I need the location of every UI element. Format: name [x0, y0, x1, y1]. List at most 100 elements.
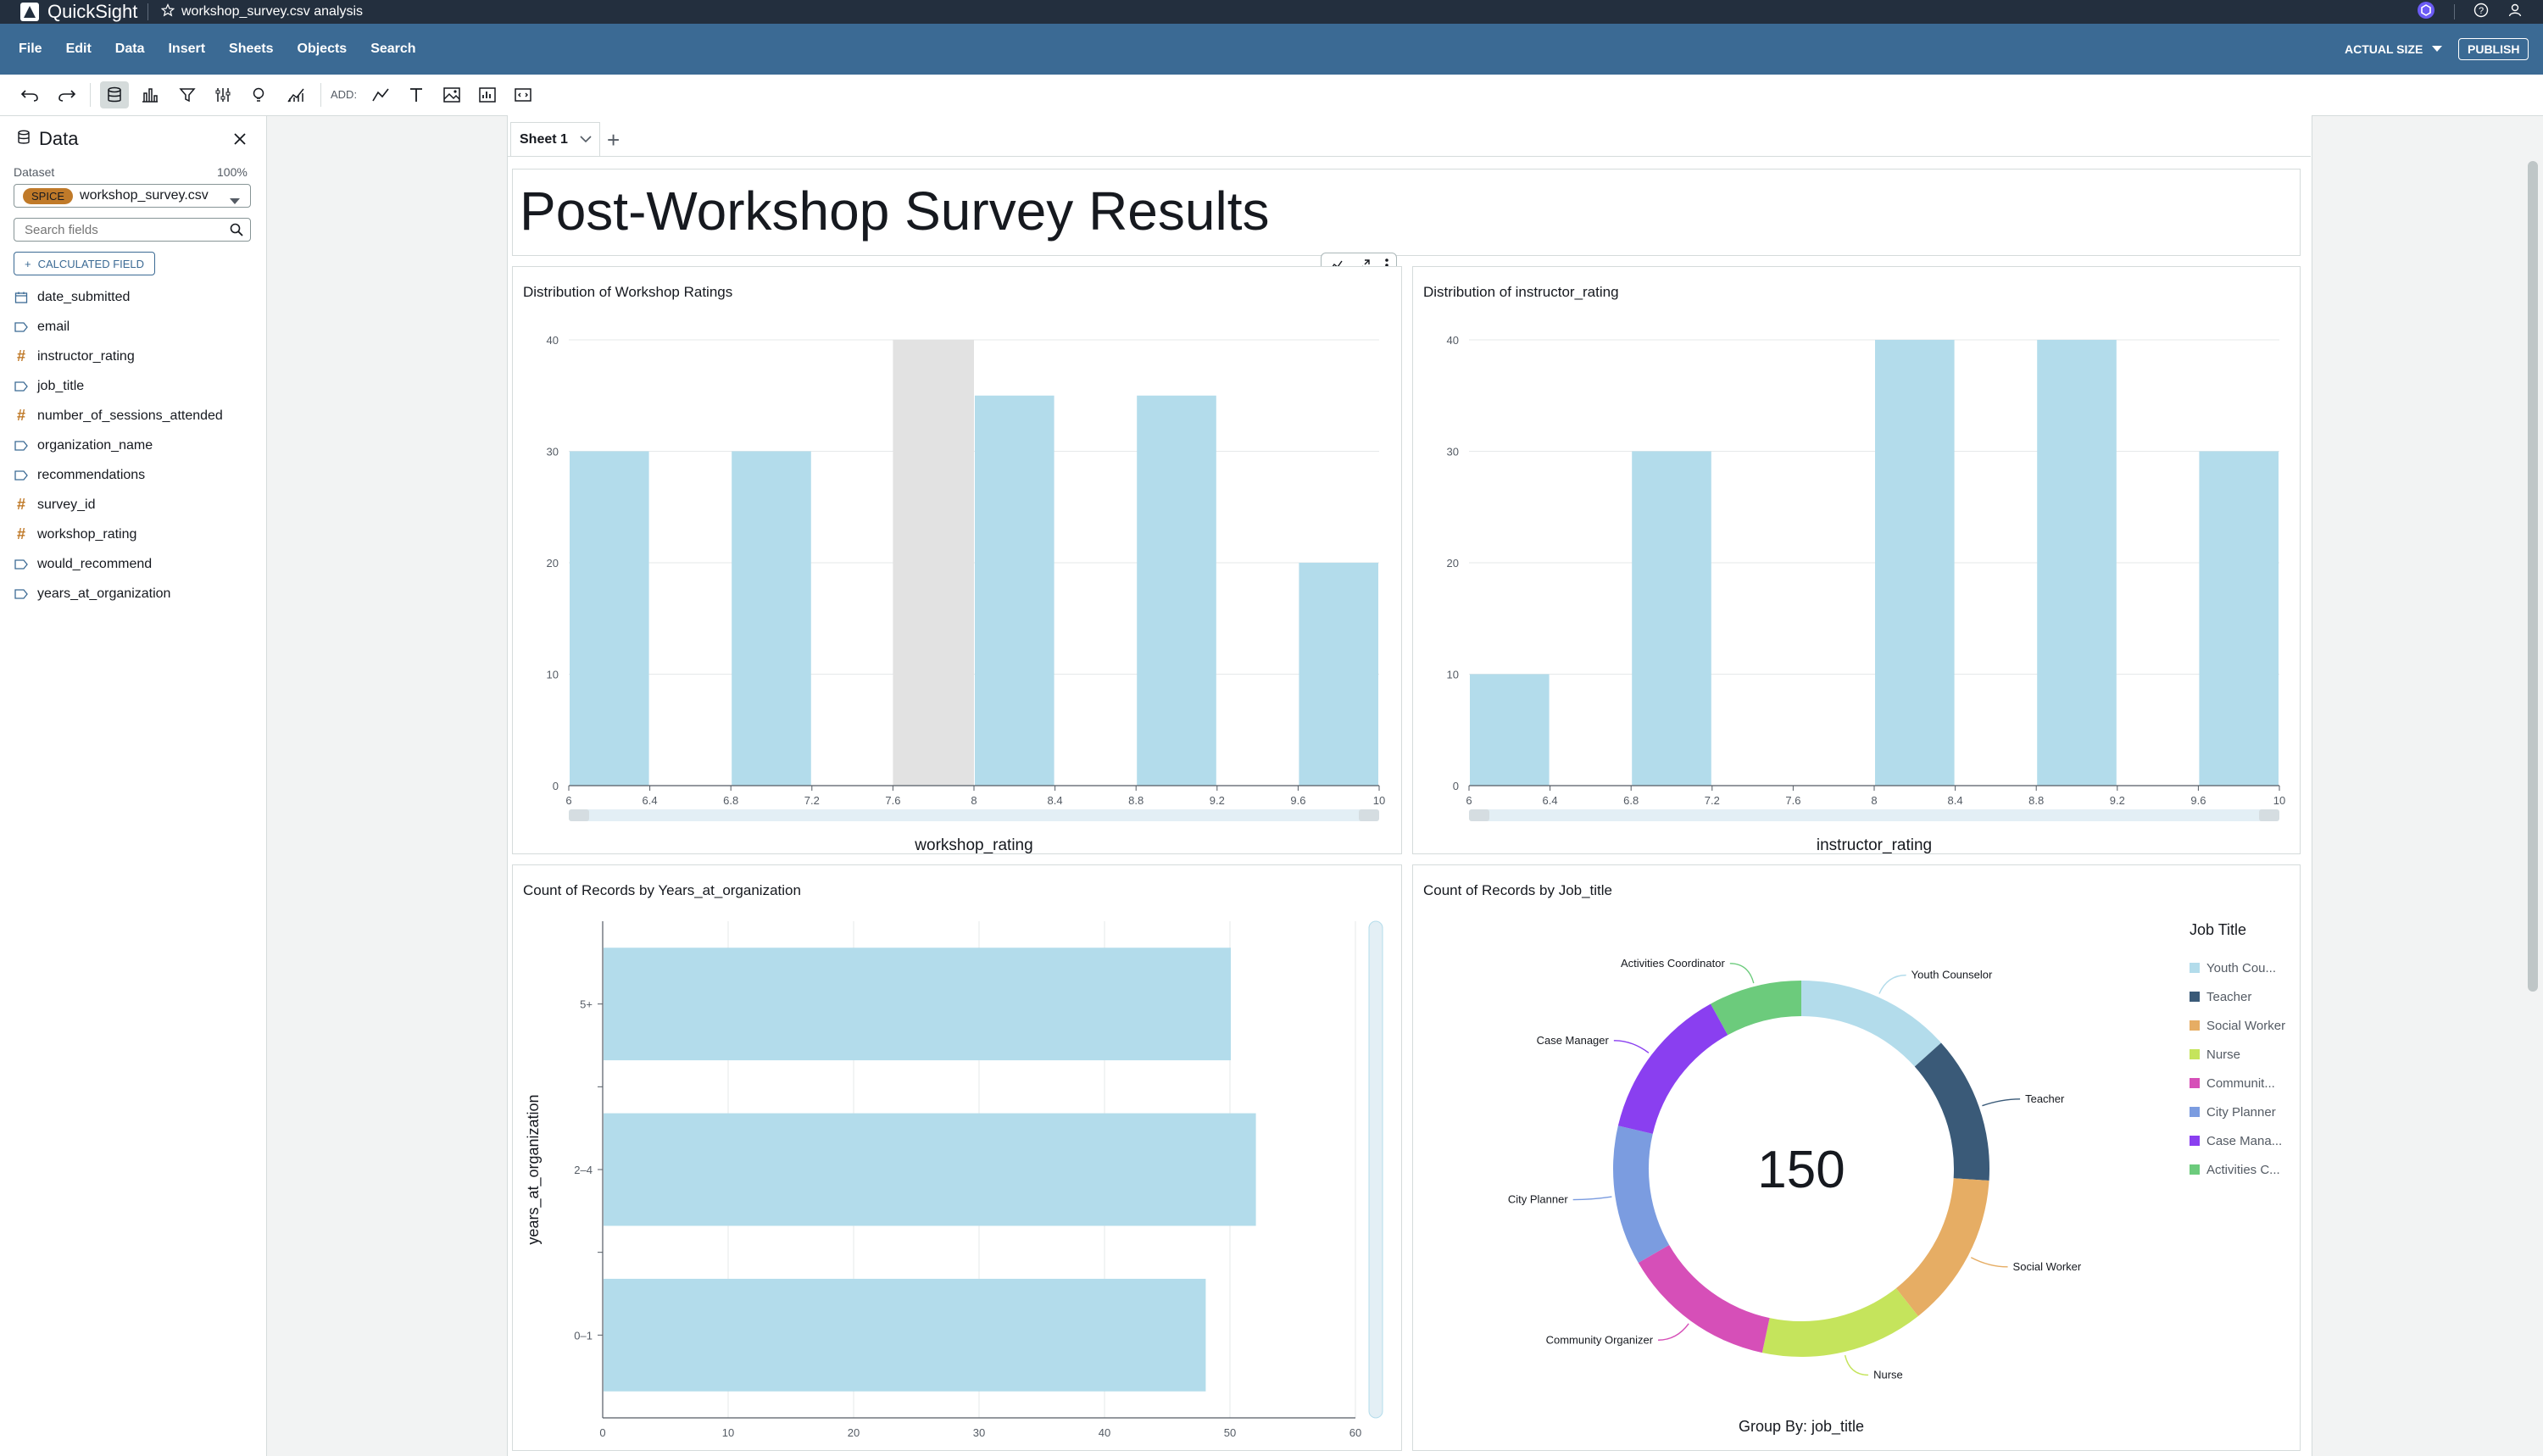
growth-chart-icon: [287, 88, 304, 103]
redo-button[interactable]: [53, 81, 81, 108]
legend-item[interactable]: Communit...: [2190, 1069, 2285, 1098]
tab-sheet-1[interactable]: Sheet 1: [510, 122, 600, 156]
add-line-button[interactable]: [366, 81, 395, 108]
menu-objects[interactable]: Objects: [297, 42, 348, 56]
expand-icon[interactable]: [1357, 258, 1371, 276]
calculated-field-button[interactable]: + CALCULATED FIELD: [14, 252, 156, 275]
x-tick-label: 7.6: [1785, 794, 1800, 807]
publish-button[interactable]: PUBLISH: [2458, 38, 2529, 60]
filter-button[interactable]: [173, 81, 202, 108]
quicksight-logo[interactable]: QuickSight: [20, 0, 137, 24]
histogram-instructor-rating[interactable]: Distribution of instructor_rating 0 10 20 3…: [1412, 266, 2301, 854]
leader-line: [1844, 1354, 1869, 1376]
legend-item[interactable]: Social Worker: [2190, 1011, 2285, 1040]
field-organization-name[interactable]: organization_name: [14, 431, 223, 460]
legend-label: City Planner: [2206, 1104, 2276, 1120]
tab-divider: [507, 156, 2311, 157]
y-tick-label: 5+: [580, 998, 593, 1011]
title-visual[interactable]: Post-Workshop Survey Results: [512, 169, 2301, 256]
ml-insights-button[interactable]: [281, 81, 310, 108]
tag-icon: [14, 588, 29, 600]
field-instructor-rating[interactable]: # instructor_rating: [14, 342, 223, 371]
image-icon: [443, 87, 460, 103]
search-input[interactable]: [23, 219, 213, 241]
undo-button[interactable]: [15, 81, 44, 108]
leader-line: [1729, 963, 1755, 984]
extension-icon[interactable]: [2417, 1, 2435, 24]
chart-title: Distribution of Workshop Ratings: [523, 284, 733, 300]
y-tick-label: 0–1: [574, 1329, 593, 1342]
field-job-title[interactable]: job_title: [14, 371, 223, 401]
caret-down-icon: [230, 194, 240, 209]
lightbulb-icon: [253, 87, 264, 102]
field-years-at-organization[interactable]: years_at_organization: [14, 579, 223, 609]
add-insight-button[interactable]: [473, 81, 502, 108]
chart-title: Count of Records by Job_title: [1423, 882, 1613, 898]
field-workshop-rating[interactable]: # workshop_rating: [14, 520, 223, 549]
hash-icon: #: [16, 496, 25, 513]
menu-file[interactable]: File: [19, 42, 42, 56]
histogram-bar: [1470, 674, 1550, 786]
field-date-submitted[interactable]: date_submitted: [14, 282, 223, 312]
x-tick-label: 0: [599, 1426, 605, 1439]
legend-swatch: [2190, 1136, 2200, 1146]
legend-item[interactable]: Teacher: [2190, 982, 2285, 1011]
field-would-recommend[interactable]: would_recommend: [14, 549, 223, 579]
legend-label: Youth Cou...: [2206, 960, 2277, 975]
close-icon[interactable]: [232, 131, 248, 151]
star-icon[interactable]: [160, 3, 175, 21]
histogram-bar: [1875, 340, 1955, 786]
donut-chart-job-title[interactable]: Count of Records by Job_title Youth Coun…: [1412, 864, 2301, 1451]
insights-button[interactable]: [244, 81, 273, 108]
field-name: recommendations: [37, 467, 146, 482]
slice-label: Social Worker: [2013, 1260, 2082, 1273]
visualize-button[interactable]: [136, 81, 164, 108]
menu-insert[interactable]: Insert: [168, 42, 206, 56]
field-email[interactable]: email: [14, 312, 223, 342]
legend-item[interactable]: City Planner: [2190, 1098, 2285, 1126]
canvas-scrollbar[interactable]: [2528, 161, 2538, 992]
add-embed-button[interactable]: [509, 81, 537, 108]
actual-size-dropdown[interactable]: ACTUAL SIZE: [2345, 24, 2443, 75]
menu-data[interactable]: Data: [114, 42, 145, 56]
quicksight-logo-icon: [20, 3, 39, 21]
search-icon[interactable]: [230, 223, 243, 241]
svg-text:?: ?: [2479, 6, 2484, 16]
histogram-workshop-rating[interactable]: Distribution of Workshop Ratings 0 10 20 30…: [512, 266, 1402, 854]
x-tick-label: 9.2: [1210, 794, 1225, 807]
parameters-button[interactable]: [209, 81, 237, 108]
bar-chart-years[interactable]: Count of Records by Years_at_organizatio…: [512, 864, 1402, 1451]
analysis-title[interactable]: workshop_survey.csv analysis: [160, 0, 363, 24]
legend-swatch: [2190, 1078, 2200, 1088]
group-by-label: Group By: job_title: [1739, 1418, 1864, 1436]
legend-item[interactable]: Activities C...: [2190, 1155, 2285, 1184]
field-recommendations[interactable]: recommendations: [14, 460, 223, 490]
data-pane-button[interactable]: [100, 81, 129, 108]
legend-item[interactable]: Nurse: [2190, 1040, 2285, 1069]
leader-line: [1878, 974, 1906, 994]
menu-sheets[interactable]: Sheets: [229, 42, 274, 56]
help-icon[interactable]: ?: [2473, 3, 2489, 22]
legend-item[interactable]: Youth Cou...: [2190, 953, 2285, 982]
y-tick-label: 0: [1453, 780, 1459, 792]
add-text-button[interactable]: [402, 81, 431, 108]
user-icon[interactable]: [2507, 3, 2523, 22]
x-tick-label: 7.6: [885, 794, 900, 807]
add-image-button[interactable]: [437, 81, 466, 108]
tag-icon: [14, 559, 29, 570]
menu-edit[interactable]: Edit: [65, 42, 92, 56]
donut-slice: [1761, 1288, 1918, 1357]
dataset-selector[interactable]: SPICE workshop_survey.csv: [14, 184, 251, 208]
chart-box-icon: [479, 87, 496, 103]
field-survey-id[interactable]: # survey_id: [14, 490, 223, 520]
add-sheet-icon[interactable]: +: [607, 127, 620, 153]
scrollbar-track: [1368, 920, 1383, 1419]
field-number-of-sessions-attended[interactable]: # number_of_sessions_attended: [14, 401, 223, 431]
legend-item[interactable]: Case Mana...: [2190, 1126, 2285, 1155]
chevron-down-icon[interactable]: [580, 132, 592, 147]
menu-search[interactable]: Search: [370, 42, 416, 56]
histogram-svg: 0 10 20 30 40 6 6.4 6.8 7.2 7.6 8 8.4 8.8 9.2 9.6 10 ins…: [1447, 334, 2286, 853]
histogram-bar: [2037, 340, 2117, 786]
legend-label: Activities C...: [2206, 1162, 2280, 1177]
x-tick-label: 8.4: [1948, 794, 1963, 807]
